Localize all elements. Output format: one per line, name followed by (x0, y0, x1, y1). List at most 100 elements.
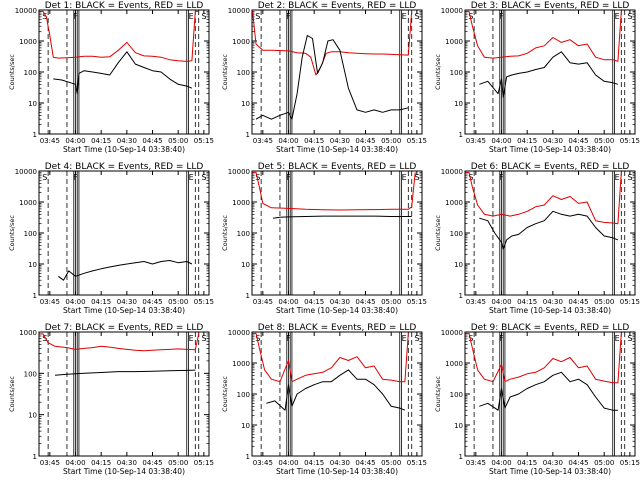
x-tick-label: 04:00 (278, 137, 298, 145)
y-tick-label: 10 (454, 100, 463, 108)
y-tick-label: 10000 (15, 168, 37, 176)
x-tick-label: 04:15 (91, 137, 111, 145)
y-tick-label: 10 (28, 100, 37, 108)
segment-marker: S (42, 334, 47, 343)
x-tick-label: 05:00 (594, 459, 614, 467)
chart-title: Det 5: BLACK = Events, RED = LLD (258, 162, 417, 172)
chart-title: Det 3: BLACK = Events, RED = LLD (471, 1, 630, 11)
y-tick-label: 100 (24, 370, 37, 378)
chart-title: Det 1: BLACK = Events, RED = LLD (45, 1, 204, 11)
y-tick-label: 100 (450, 69, 463, 77)
chart-panel-8: Det 8: BLACK = Events, RED = LLD 1 10 100 10… (221, 323, 427, 476)
segment-marker: S (201, 334, 206, 343)
y-axis-label: Counts/sec (221, 376, 229, 412)
x-tick-label: 05:00 (168, 137, 188, 145)
series-lld-line (465, 332, 622, 384)
x-tick-label: 04:30 (330, 459, 350, 467)
x-tick-label: 04:30 (543, 298, 563, 306)
y-tick-label: 10000 (441, 7, 463, 15)
segment-marker: F (499, 173, 504, 182)
y-axis-label: Counts/sec (434, 376, 442, 412)
series-lld-line (39, 333, 200, 352)
x-tick-label: 04:45 (355, 137, 375, 145)
x-tick-label: 04:45 (355, 459, 375, 467)
chart-title: Det 8: BLACK = Events, RED = LLD (258, 323, 417, 333)
chart-panel-1: Det 1: BLACK = Events, RED = LLD 1 10 100 10… (8, 1, 214, 154)
segment-marker: S (627, 173, 632, 182)
y-tick-label: 1 (459, 292, 463, 300)
x-tick-label: 04:45 (355, 298, 375, 306)
y-tick-label: 10 (28, 412, 37, 420)
x-tick-label: 04:15 (91, 459, 111, 467)
series-lld-line (465, 10, 622, 62)
series-lld-line (252, 332, 409, 383)
y-tick-label: 10 (241, 100, 250, 108)
segment-marker: F (499, 12, 504, 21)
chart-title: Det 4: BLACK = Events, RED = LLD (45, 162, 204, 172)
x-tick-label: 03:45 (466, 137, 486, 145)
x-tick-label: 05:15 (194, 137, 214, 145)
x-tick-label: 04:15 (517, 137, 537, 145)
x-tick-label: 05:15 (407, 298, 427, 306)
x-tick-label: 05:00 (168, 459, 188, 467)
x-tick-label: 05:15 (407, 137, 427, 145)
x-tick-label: 05:00 (381, 459, 401, 467)
y-axis-label: Counts/sec (8, 54, 16, 90)
y-tick-label: 1 (33, 131, 37, 139)
y-tick-label: 1000 (445, 38, 463, 46)
x-tick-label: 05:00 (168, 298, 188, 306)
y-axis-label: Counts/sec (221, 54, 229, 90)
series-events-line (54, 369, 196, 376)
segment-marker: F (286, 334, 291, 343)
segment-marker: E (189, 173, 194, 182)
y-tick-label: 1000 (19, 38, 37, 46)
y-tick-label: 1000 (232, 360, 250, 368)
segment-marker: S (468, 12, 473, 21)
x-tick-label: 04:45 (568, 298, 588, 306)
segment-marker: S (255, 173, 260, 182)
y-axis-label: Counts/sec (8, 215, 16, 251)
x-tick-label: 05:00 (381, 137, 401, 145)
chart-panel-9: Det 9: BLACK = Events, RED = LLD 1 10 100 10… (434, 323, 640, 476)
x-tick-label: 04:45 (142, 459, 162, 467)
x-tick-label: 04:45 (568, 137, 588, 145)
y-tick-label: 10000 (441, 168, 463, 176)
x-tick-label: 04:00 (65, 137, 85, 145)
x-tick-label: 04:45 (142, 298, 162, 306)
chart-panel-3: Det 3: BLACK = Events, RED = LLD 1 10 100 10… (434, 1, 640, 154)
series-events-line (53, 51, 193, 95)
segment-marker: S (255, 12, 260, 21)
segment-marker: E (189, 334, 194, 343)
plot-frame (251, 331, 423, 457)
series-events-line (479, 210, 619, 250)
y-axis-label: Counts/sec (8, 376, 16, 412)
segment-marker: F (286, 173, 291, 182)
chart-title: Det 2: BLACK = Events, RED = LLD (258, 1, 417, 11)
series-events-line (266, 369, 406, 411)
segment-marker: E (615, 12, 620, 21)
chart-panel-4: Det 4: BLACK = Events, RED = LLD 1 10 100 10… (8, 162, 214, 315)
x-axis-label: Start Time (10-Sep-14 03:38:40) (276, 467, 398, 476)
segment-marker: F (73, 12, 78, 21)
x-tick-label: 04:45 (568, 459, 588, 467)
x-tick-label: 03:45 (40, 459, 60, 467)
x-axis-label: Start Time (10-Sep-14 03:38:40) (63, 306, 185, 315)
y-tick-label: 10000 (15, 7, 37, 15)
segment-marker: E (189, 12, 194, 21)
x-tick-label: 04:30 (117, 137, 137, 145)
segment-marker: S (201, 173, 206, 182)
plot-frame (464, 331, 636, 457)
y-tick-label: 1000 (232, 199, 250, 207)
x-tick-label: 04:15 (304, 298, 324, 306)
chart-panel-7: Det 7: BLACK = Events, RED = LLD 1 10 100 10… (8, 323, 214, 476)
y-tick-label: 100 (237, 230, 250, 238)
y-tick-label: 100 (450, 391, 463, 399)
segment-marker: E (402, 334, 407, 343)
x-tick-label: 05:00 (594, 298, 614, 306)
y-tick-label: 10 (28, 261, 37, 269)
y-tick-label: 1 (459, 131, 463, 139)
x-tick-label: 04:00 (65, 298, 85, 306)
chart-panel-2: Det 2: BLACK = Events, RED = LLD 1 10 100 10… (221, 1, 427, 154)
y-tick-label: 1 (246, 453, 250, 461)
x-tick-label: 03:45 (466, 459, 486, 467)
